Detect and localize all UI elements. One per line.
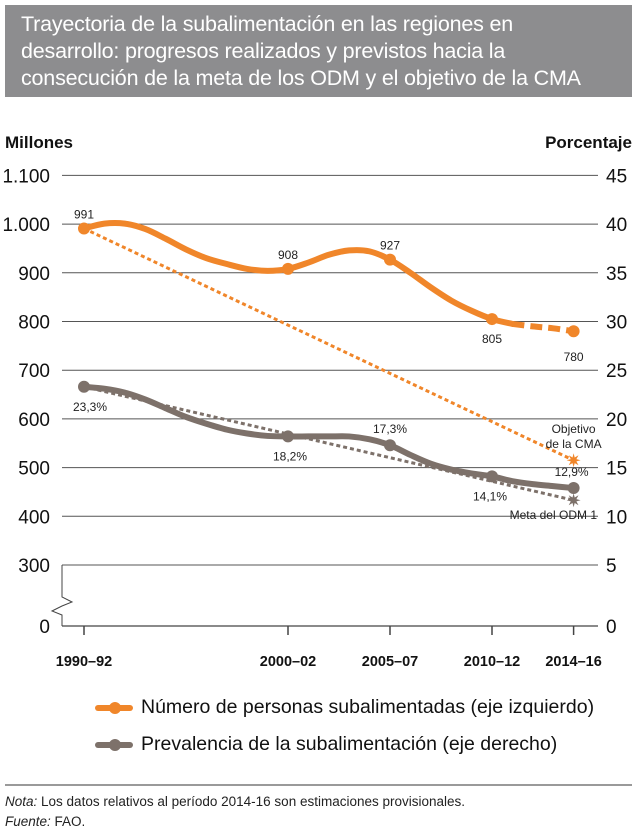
x-tick-label: 1990–92 (56, 654, 112, 670)
right-tick-label: 30 (606, 313, 627, 334)
line-chart: Millones Porcentaje 1.100 45 1.000 40 900 35 800… (2, 133, 632, 670)
right-tick-label: 5 (606, 556, 617, 577)
title-line: Trayectoria de la subalimentación en las… (21, 12, 513, 36)
source: Fuente: FAO. (5, 814, 85, 829)
series-line-provisional (512, 320, 575, 335)
x-tick-label: 2014–16 (545, 654, 601, 670)
target-star-icon (566, 453, 581, 468)
data-label: 908 (278, 248, 298, 262)
right-tick-label: 15 (606, 459, 627, 480)
data-label: 17,3% (373, 422, 407, 436)
title-line: desarrollo: progresos realizados y previ… (21, 39, 506, 63)
left-tick-label: 400 (18, 507, 50, 528)
right-tick-label: 40 (606, 215, 627, 236)
legend-swatch-grey (95, 738, 133, 751)
right-tick-label: 35 (606, 264, 627, 285)
x-tick-label: 2010–12 (464, 654, 520, 670)
data-label: 927 (380, 239, 400, 253)
source-label: Fuente: (5, 814, 51, 829)
data-point (282, 262, 294, 275)
legend-label: Número de personas subalimentadas (eje i… (141, 696, 595, 718)
data-point (486, 313, 498, 326)
left-tick-label: 300 (18, 556, 50, 577)
left-tick-label: 0 (39, 617, 50, 638)
data-label: 14,1% (473, 489, 507, 503)
data-point (567, 325, 580, 338)
data-label: 18,2% (273, 449, 307, 463)
target-label: Meta del ODM 1 (510, 508, 598, 522)
target-star-icon (566, 493, 581, 508)
chart-title: Trayectoria de la subalimentación en las… (5, 5, 632, 97)
right-tick-label: 0 (606, 617, 617, 638)
data-point (486, 470, 498, 483)
left-tick-label: 800 (18, 313, 50, 334)
legend-item-prevalence: Prevalencia de la subalimentación (eje d… (95, 733, 557, 756)
note: Nota: Los datos relativos al período 201… (5, 794, 465, 809)
data-point (384, 253, 396, 266)
right-tick-label: 45 (606, 166, 627, 187)
left-tick-label: 1.100 (2, 166, 50, 187)
data-label: 780 (564, 350, 584, 364)
right-axis-title: Porcentaje (545, 133, 632, 152)
data-point (78, 222, 90, 235)
x-tick-label: 2000–02 (260, 654, 316, 670)
data-label: 991 (74, 207, 94, 221)
right-tick-label: 25 (606, 361, 627, 382)
note-label: Nota: (5, 794, 38, 809)
left-tick-label: 700 (18, 361, 50, 382)
target-label: de la CMA (546, 437, 602, 451)
data-point (282, 430, 294, 443)
note-text: Los datos relativos al período 2014-16 s… (37, 794, 466, 809)
target-line (83, 227, 575, 462)
right-tick-label: 20 (606, 410, 627, 431)
data-point (567, 482, 580, 495)
left-tick-label: 600 (18, 410, 50, 431)
target-label: Objetivo (552, 422, 596, 436)
source-text: FAO. (50, 814, 86, 829)
left-axis-title: Millones (5, 133, 73, 152)
title-line: consecución de la meta de los ODM y el o… (21, 66, 581, 90)
x-tick-label: 2005–07 (362, 654, 418, 670)
left-tick-label: 500 (18, 459, 50, 480)
data-label: 805 (482, 332, 502, 346)
legend-swatch-orange (95, 701, 133, 714)
data-label: 23,3% (73, 400, 107, 414)
legend-label: Prevalencia de la subalimentación (eje d… (141, 733, 558, 755)
left-tick-label: 1.000 (2, 215, 50, 236)
data-point (384, 439, 396, 452)
data-label: 12,9% (555, 465, 589, 479)
series-line (81, 219, 516, 327)
axis-break-icon (50, 565, 74, 626)
left-tick-label: 900 (18, 264, 50, 285)
series-line (81, 383, 577, 492)
legend-item-number: Número de personas subalimentadas (eje i… (95, 696, 594, 719)
right-tick-label: 10 (606, 507, 627, 528)
divider (5, 784, 632, 786)
data-point (78, 380, 90, 393)
